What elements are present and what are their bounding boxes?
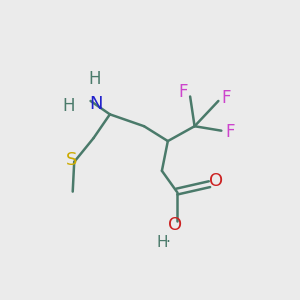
- Text: N: N: [89, 95, 103, 113]
- Text: H: H: [62, 97, 74, 115]
- Text: F: F: [221, 89, 230, 107]
- Text: H: H: [156, 235, 168, 250]
- Text: S: S: [66, 152, 77, 169]
- Text: F: F: [178, 83, 188, 101]
- Text: O: O: [209, 172, 223, 190]
- Text: F: F: [226, 123, 235, 141]
- Text: H: H: [89, 70, 101, 88]
- Text: ·: ·: [165, 235, 170, 250]
- Text: O: O: [168, 216, 182, 234]
